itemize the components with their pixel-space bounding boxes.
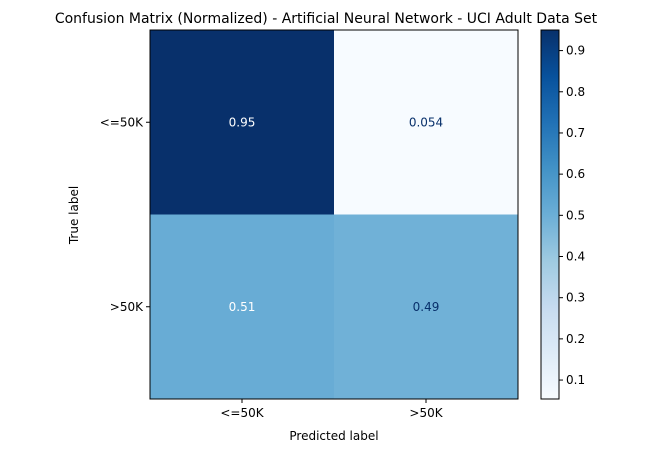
colorbar bbox=[540, 29, 560, 400]
cell-value-label: 0.95 bbox=[229, 115, 256, 129]
y-tick-label: >50K bbox=[110, 300, 144, 314]
x-axis-ticks: <=50K >50K bbox=[220, 399, 444, 420]
colorbar-tick-label: 0.4 bbox=[566, 250, 585, 264]
x-tick-label: <=50K bbox=[220, 406, 264, 420]
heatmap-cells: 0.95 0.054 0.51 0.49 bbox=[150, 30, 518, 399]
colorbar-ticks: 0.1 0.2 0.3 0.4 0.5 0.6 0.7 0.8 0.9 bbox=[559, 44, 585, 387]
y-axis-ticks: <=50K >50K bbox=[100, 115, 150, 314]
heatmap-cell bbox=[334, 30, 518, 215]
cell-value-label: 0.51 bbox=[229, 300, 256, 314]
plot-frame bbox=[149, 29, 519, 400]
colorbar-tick-label: 0.7 bbox=[566, 126, 585, 140]
cell-value-label: 0.49 bbox=[413, 300, 440, 314]
colorbar-tick-label: 0.2 bbox=[566, 332, 585, 346]
cell-value-label: 0.054 bbox=[409, 115, 443, 129]
heatmap-cell bbox=[150, 214, 334, 399]
colorbar-tick-label: 0.9 bbox=[566, 44, 585, 58]
x-axis-label: Predicted label bbox=[289, 429, 378, 443]
x-tick-label: >50K bbox=[409, 406, 443, 420]
y-tick-label: <=50K bbox=[100, 115, 144, 129]
y-axis-label: True label bbox=[67, 186, 81, 245]
colorbar-tick-label: 0.5 bbox=[566, 208, 585, 222]
colorbar-tick-label: 0.6 bbox=[566, 167, 585, 181]
heatmap-cell bbox=[334, 214, 518, 399]
chart-title: Confusion Matrix (Normalized) - Artifici… bbox=[55, 11, 598, 27]
colorbar-tick-label: 0.1 bbox=[566, 373, 585, 387]
colorbar-tick-label: 0.3 bbox=[566, 291, 585, 305]
heatmap-cell bbox=[150, 30, 334, 215]
colorbar-tick-label: 0.8 bbox=[566, 85, 585, 99]
